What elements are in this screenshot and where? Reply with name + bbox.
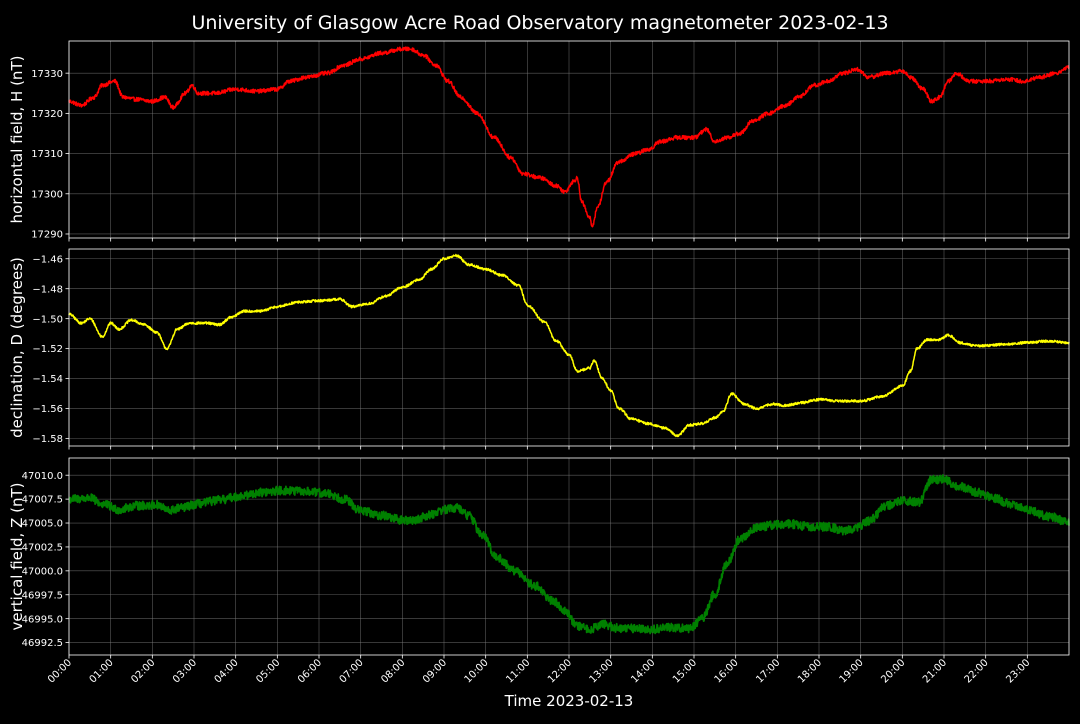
y-tick-label: 47007.5 xyxy=(22,495,63,506)
y-axis-label: declination, D (degrees) xyxy=(8,257,26,438)
series-line-H xyxy=(68,46,1070,228)
y-tick-label: −1.52 xyxy=(32,344,63,355)
plot-frame xyxy=(68,248,1070,447)
y-tick-label: 46995.0 xyxy=(22,614,63,625)
y-tick-label: 47010.0 xyxy=(22,471,63,482)
series-line-Z xyxy=(68,474,1070,635)
y-tick-label: 17300 xyxy=(31,189,63,200)
y-tick-label: −1.56 xyxy=(32,404,63,415)
y-tick-label: −1.48 xyxy=(32,284,63,295)
panel-D: −1.46 −1.48 −1.50 −1.52 −1.54 −1.56 −1.58 decli… xyxy=(8,248,1070,450)
chart-panels: 17290 17300 17310 17320 17330 horizontal fiel… xyxy=(8,40,1070,686)
x-axis-label: Time 2023-02-13 xyxy=(504,692,634,710)
plot-frame xyxy=(68,457,1070,656)
plot-frame xyxy=(68,40,1070,239)
y-tick-label: 17330 xyxy=(31,69,63,80)
y-tick-label: 47002.5 xyxy=(22,543,63,554)
y-tick-label: −1.46 xyxy=(32,254,63,265)
y-tick-label: 17290 xyxy=(31,230,63,241)
y-tick-label: 47005.0 xyxy=(22,519,63,530)
y-tick-label: −1.54 xyxy=(32,374,63,385)
y-tick-label: 46997.5 xyxy=(22,590,63,601)
y-tick-label: −1.58 xyxy=(32,434,63,445)
y-tick-label: 17310 xyxy=(31,149,63,160)
series-line-D xyxy=(68,253,1070,438)
y-axis-label: vertical field, Z (nT) xyxy=(8,482,26,630)
y-tick-label: 47000.0 xyxy=(22,566,63,577)
chart-title: University of Glasgow Acre Road Observat… xyxy=(191,12,888,34)
y-axis-label: horizontal field, H (nT) xyxy=(8,56,26,224)
y-tick-label: −1.50 xyxy=(32,314,63,325)
y-tick-label: 46992.5 xyxy=(22,638,63,649)
panel-H: 17290 17300 17310 17320 17330 horizontal fiel… xyxy=(8,40,1070,242)
y-tick-label: 17320 xyxy=(31,109,63,120)
